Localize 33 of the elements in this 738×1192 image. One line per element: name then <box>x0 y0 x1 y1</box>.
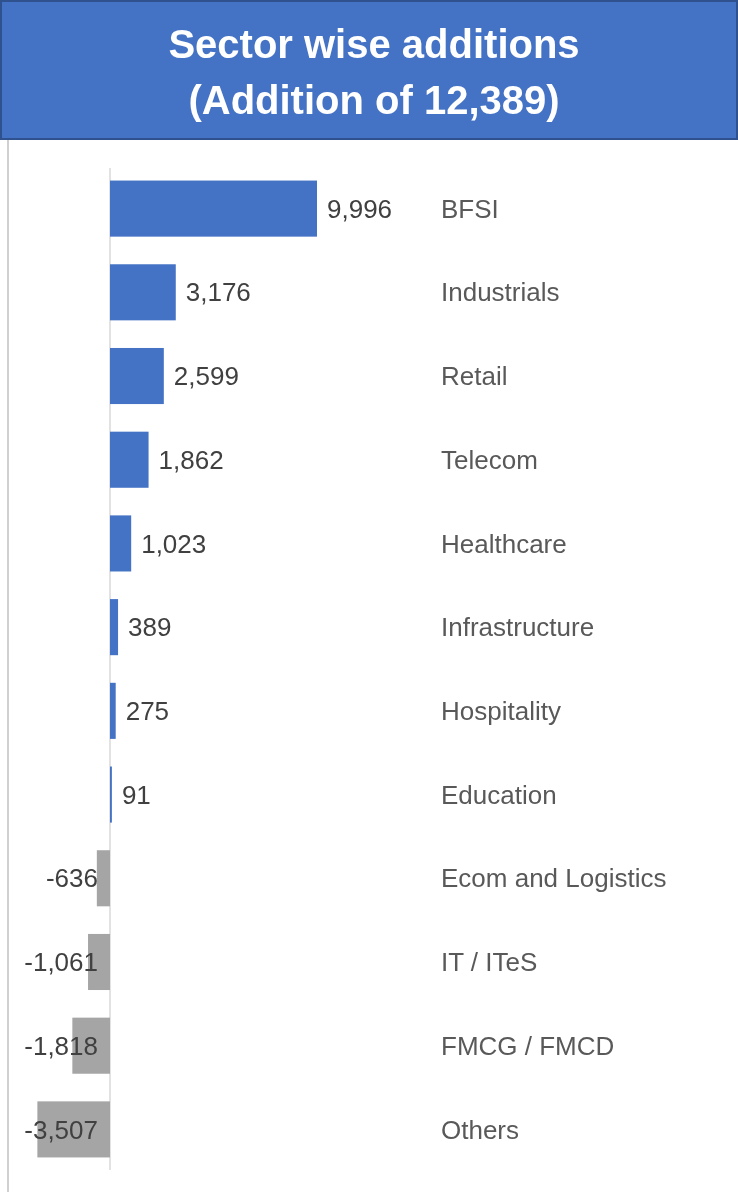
y-tick-label: Others <box>441 1114 520 1145</box>
bar <box>96 850 110 907</box>
y-tick-label: BFSI <box>441 193 499 224</box>
y-tick-label: Hospitality <box>441 695 561 726</box>
y-tick-label: Industrials <box>441 277 560 308</box>
bar <box>110 431 149 488</box>
y-tick-label: Healthcare <box>441 528 567 559</box>
data-label: -1,818 <box>24 1030 98 1061</box>
bar <box>110 180 317 237</box>
data-label: 9,996 <box>327 193 393 224</box>
y-tick-label: IT / ITeS <box>441 947 538 978</box>
bar <box>110 515 132 572</box>
y-tick-label: Telecom <box>441 444 538 475</box>
bar <box>110 682 116 739</box>
chart-subtitle: (Addition of 12,389) <box>188 78 560 122</box>
data-label: 1,862 <box>158 444 224 475</box>
y-tick-label: Ecom and Logistics <box>441 863 667 894</box>
chart-title: Sector wise additions <box>168 22 580 66</box>
data-label: 2,599 <box>173 361 239 392</box>
data-label: 275 <box>125 695 170 726</box>
data-label: -636 <box>45 863 98 894</box>
data-label: 3,176 <box>185 277 251 308</box>
y-tick-label: Infrastructure <box>441 612 595 643</box>
data-label: 1,023 <box>141 528 207 559</box>
data-label: -1,061 <box>24 947 98 978</box>
bar <box>110 347 164 405</box>
bar <box>110 264 176 321</box>
y-tick-label: Retail <box>441 361 508 392</box>
y-tick-label: FMCG / FMCD <box>441 1030 615 1061</box>
bar <box>110 599 119 656</box>
data-label: 91 <box>121 779 151 810</box>
data-label: 389 <box>128 612 172 643</box>
y-tick-label: Education <box>441 779 557 810</box>
